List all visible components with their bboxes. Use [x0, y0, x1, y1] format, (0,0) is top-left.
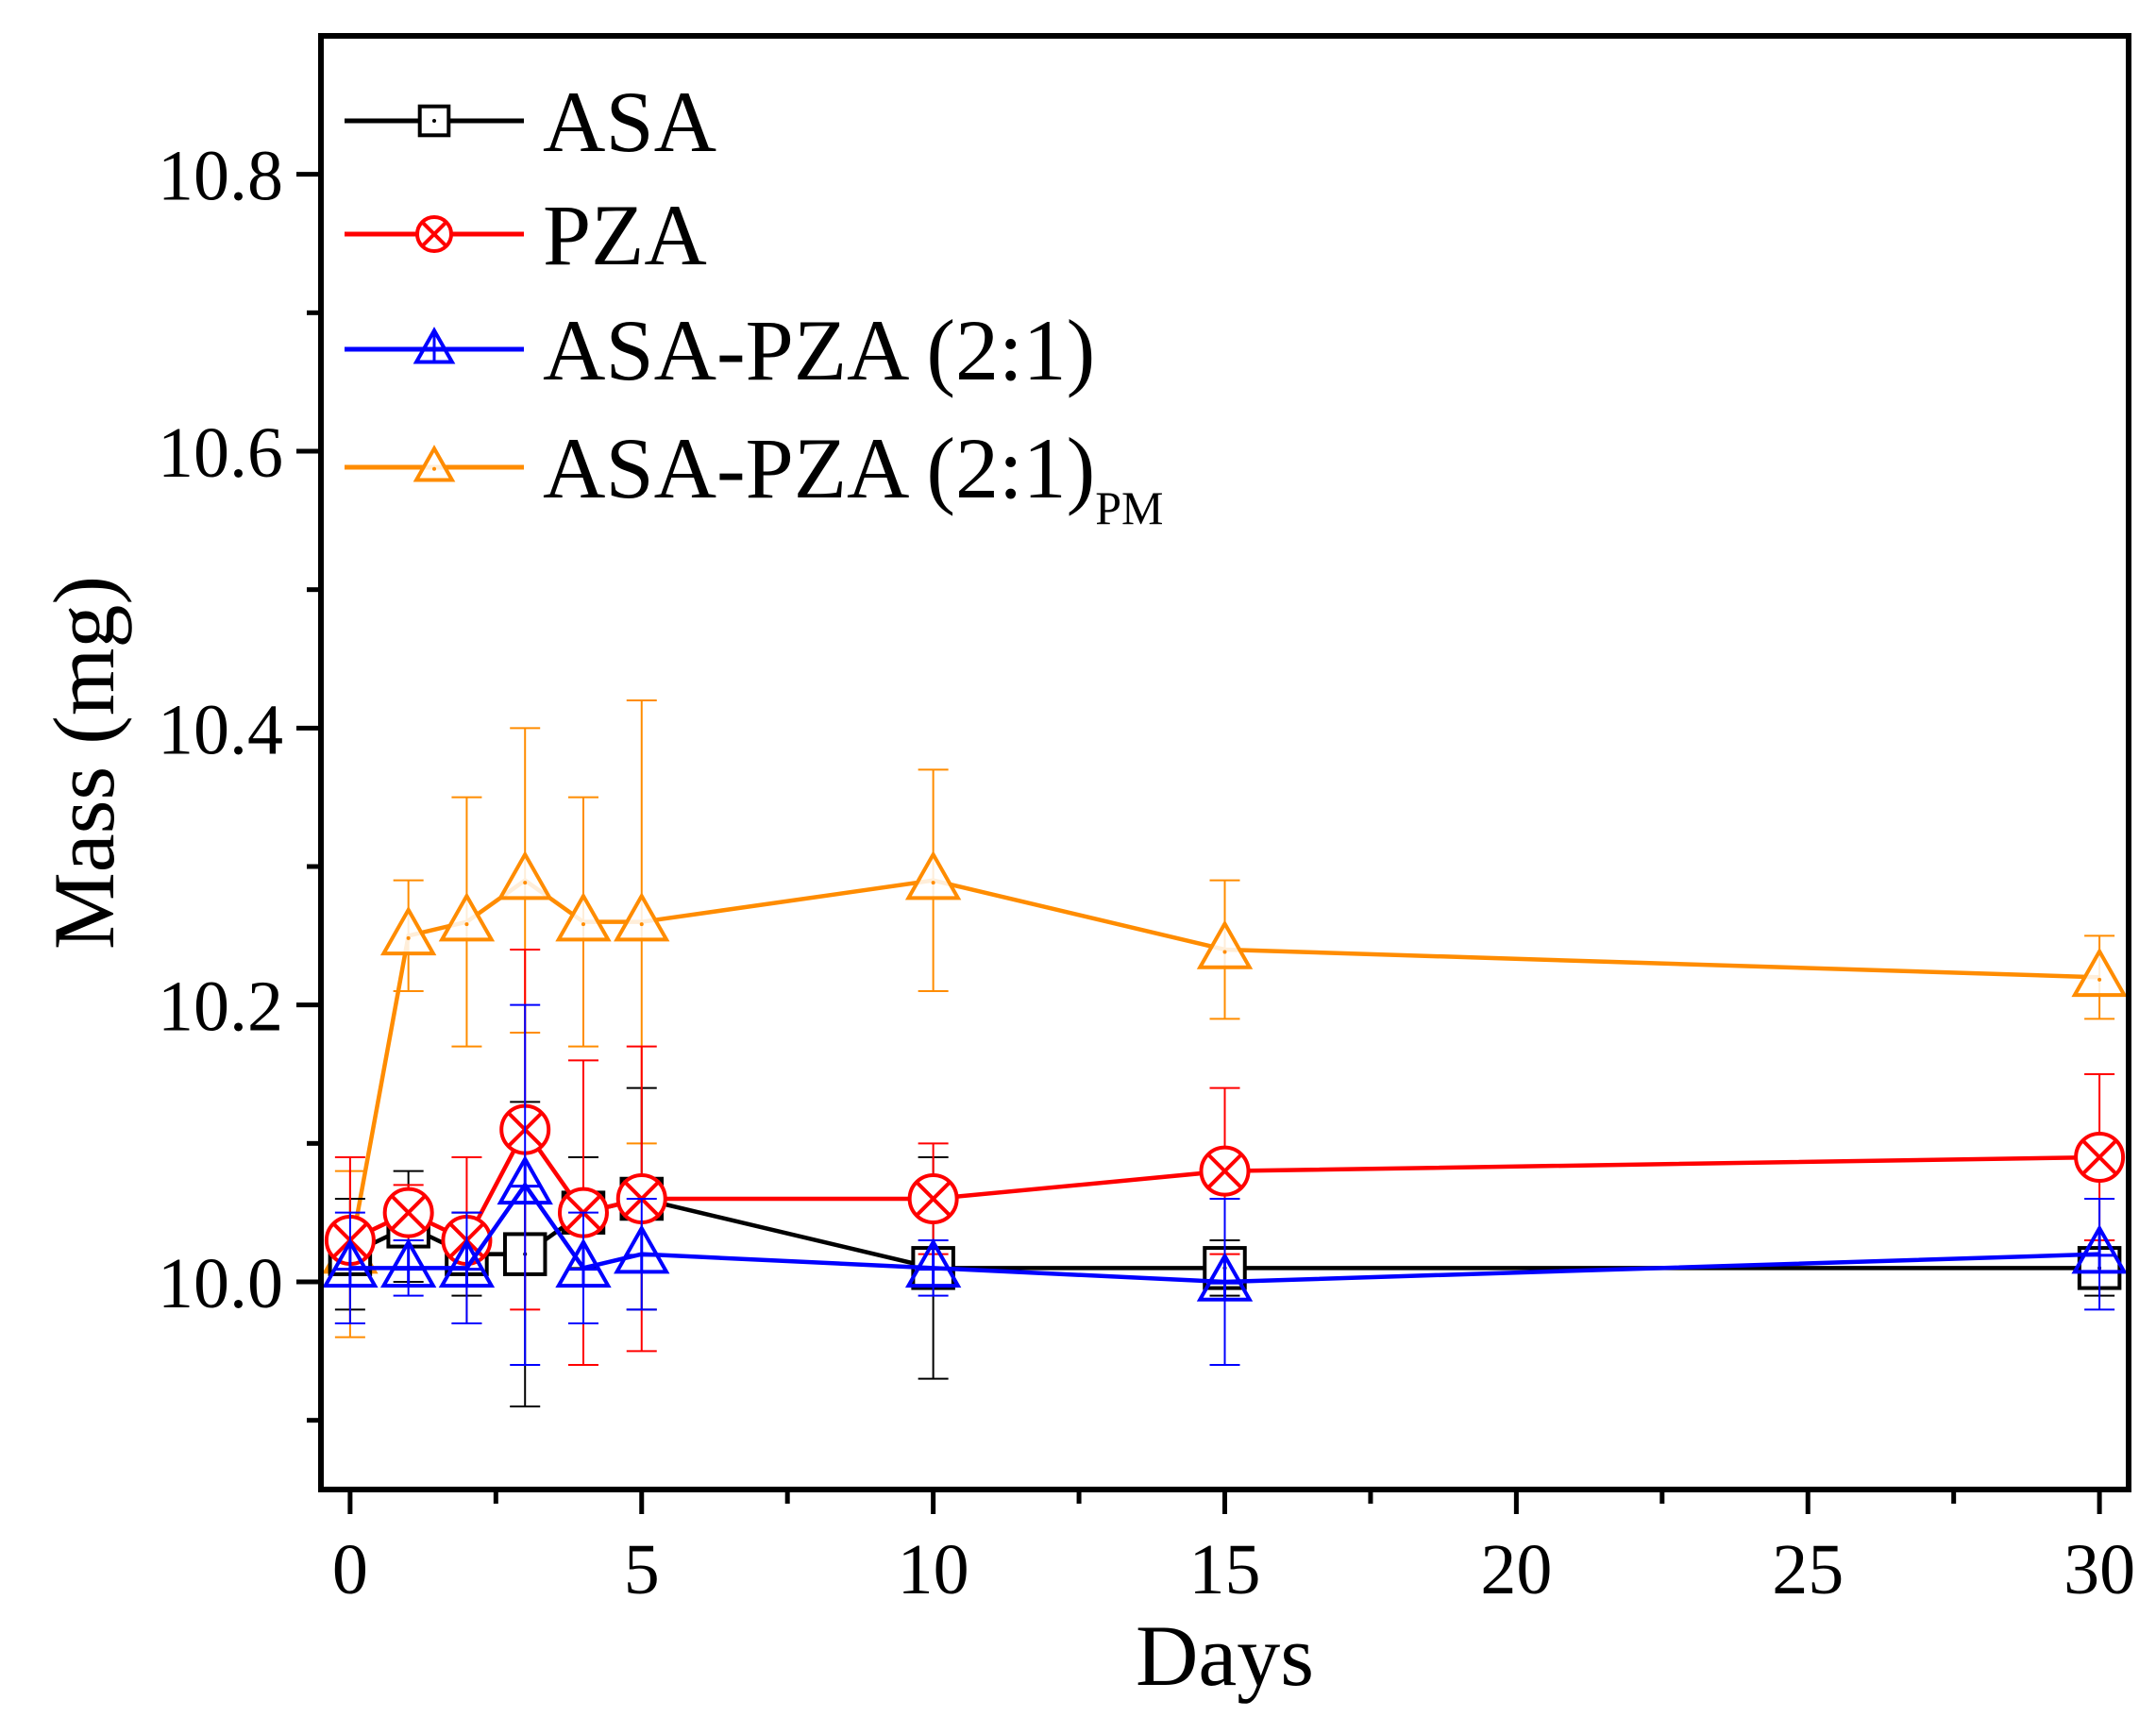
legend-label-text: ASA	[543, 74, 716, 170]
marker-cross-line	[2081, 1138, 2118, 1176]
marker-center-dot	[432, 466, 436, 471]
data-point	[322, 1237, 379, 1288]
series-layer	[322, 699, 2128, 1407]
data-point	[614, 1224, 670, 1274]
marker-cross-line	[915, 1180, 952, 1218]
legend-label-text: ASA-PZA (2:1)	[543, 302, 1095, 398]
legend-label-subscript: PM	[1095, 481, 1163, 534]
triangle-marker	[438, 892, 496, 942]
triangle-marker	[413, 445, 456, 482]
marker-center-dot	[1222, 950, 1227, 954]
y-tick-label: 10.4	[158, 690, 283, 769]
data-point	[555, 1237, 612, 1288]
triangle-marker	[614, 892, 670, 942]
marker-center-dot	[432, 119, 436, 123]
legend-label-text: ASA-PZA (2:1)	[543, 420, 1095, 516]
data-point	[1196, 1252, 1254, 1302]
triangle-marker	[497, 850, 553, 901]
marker-cross-line	[390, 1194, 427, 1231]
data-point	[907, 1173, 959, 1224]
data-point	[438, 892, 496, 942]
marker-center-dot	[2097, 977, 2102, 982]
series-3	[322, 699, 2128, 1338]
legend-label: ASA	[543, 74, 716, 170]
legend-item-1: PZA	[345, 187, 707, 283]
marker-center-dot	[581, 922, 585, 927]
legend-label: PZA	[543, 187, 707, 283]
triangle-marker	[1196, 919, 1254, 969]
data-point	[2071, 947, 2128, 998]
x-tick-label: 20	[1480, 1530, 1552, 1609]
x-tick-label: 30	[2063, 1530, 2135, 1609]
x-tick-label: 5	[624, 1530, 660, 1609]
triangle-marker	[555, 892, 612, 942]
y-axis-title: Mass (mg)	[36, 576, 132, 950]
data-point	[438, 1237, 496, 1288]
axis-ticks: 0 5 10 15 20 25 30 10.0 10.2 10.4 10.6 10.8	[158, 137, 2135, 1609]
triangle-marker	[2071, 947, 2128, 998]
x-tick-label: 15	[1189, 1530, 1261, 1609]
series-2	[322, 1003, 2128, 1366]
data-point	[497, 850, 553, 901]
data-point	[904, 850, 962, 901]
legend-item-3: ASA-PZA (2:1)PM	[345, 420, 1164, 534]
y-tick-label: 10.6	[158, 413, 283, 493]
data-point	[2071, 1224, 2128, 1274]
data-point	[2074, 1132, 2126, 1183]
x-tick-label: 0	[332, 1530, 368, 1609]
marker-cross-line	[1206, 1153, 1243, 1189]
marker-cross-line	[420, 220, 448, 248]
triangle-marker	[379, 905, 437, 956]
marker-center-dot	[406, 935, 411, 940]
legend-label: ASA-PZA (2:1)PM	[543, 420, 1164, 534]
y-tick-label: 10.2	[158, 968, 283, 1047]
x-axis-title: Days	[1136, 1608, 1314, 1704]
data-point	[379, 1237, 437, 1288]
x-tick-label: 10	[898, 1530, 969, 1609]
data-point	[1196, 919, 1254, 969]
marker-center-dot	[523, 881, 528, 885]
legend-label: ASA-PZA (2:1)	[543, 302, 1095, 398]
legend-item-0: ASA	[345, 74, 716, 170]
data-point	[382, 1187, 434, 1238]
data-point	[555, 892, 612, 942]
legend-label-text: PZA	[543, 187, 707, 283]
data-point	[1199, 1145, 1251, 1197]
legend-item-2: ASA-PZA (2:1)	[345, 302, 1095, 398]
x-tick-label: 25	[1772, 1530, 1844, 1609]
marker-center-dot	[464, 922, 469, 927]
y-tick-label: 10.8	[158, 137, 283, 216]
data-point	[497, 1154, 553, 1205]
data-point	[379, 905, 437, 956]
marker-center-dot	[639, 922, 644, 927]
marker-center-dot	[931, 881, 935, 885]
data-point	[904, 1237, 962, 1288]
data-point	[614, 892, 670, 942]
triangle-marker	[904, 850, 962, 901]
square-marker	[417, 104, 451, 138]
y-tick-label: 10.0	[158, 1244, 283, 1323]
